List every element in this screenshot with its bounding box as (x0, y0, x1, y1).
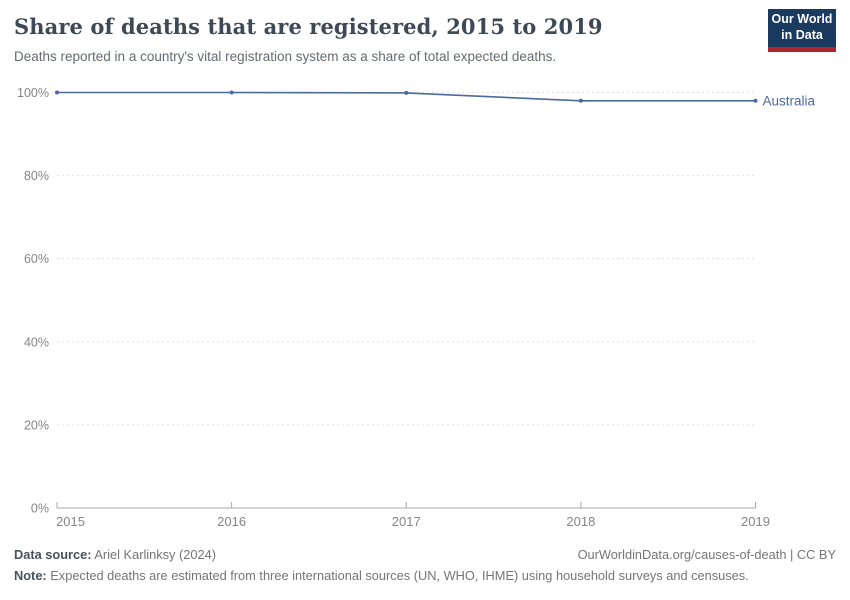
y-axis-tick-label: 100% (17, 86, 49, 100)
y-axis-tick-label: 0% (31, 502, 49, 516)
y-axis-tick-label: 80% (24, 169, 49, 183)
data-point-2019[interactable] (753, 98, 758, 103)
data-source: Data source: Ariel Karlinksy (2024) (14, 546, 216, 565)
data-point-2018[interactable] (578, 98, 583, 103)
chart-footer: Data source: Ariel Karlinksy (2024) OurW… (14, 546, 836, 585)
x-axis-tick-label: 2019 (741, 514, 770, 529)
owid-logo[interactable]: Our World in Data (768, 9, 836, 52)
y-axis-tick-label: 40% (24, 335, 49, 349)
owid-logo-line2: in Data (781, 28, 823, 42)
page-title: Share of deaths that are registered, 201… (14, 14, 603, 39)
series-label[interactable]: Australia (763, 93, 816, 108)
chart-note: Note: Expected deaths are estimated from… (14, 567, 836, 586)
chart-canvas: 0% 20% 40% 60% 80% 100% 2015 2016 2017 2018 2019 Au… (17, 86, 816, 529)
x-axis-tick-label: 2018 (566, 514, 595, 529)
x-axis-tick-label: 2017 (392, 514, 421, 529)
origin-link[interactable]: OurWorldinData.org/causes-of-death | CC … (577, 547, 836, 562)
y-axis-tick-label: 20% (24, 418, 49, 432)
chart-subtitle: Deaths reported in a country's vital reg… (14, 49, 557, 65)
x-axis-tick-label: 2016 (217, 514, 246, 529)
data-point-2016[interactable] (229, 90, 234, 95)
data-point-2017[interactable] (404, 90, 409, 95)
data-point-2015[interactable] (55, 90, 59, 95)
y-axis-tick-label: 60% (24, 252, 49, 266)
chart-header: Share of deaths that are registered, 201… (14, 14, 754, 66)
note-value: Expected deaths are estimated from three… (50, 567, 749, 583)
owid-logo-line1: Our World (771, 12, 833, 27)
line-chart: 0% 20% 40% 60% 80% 100% 2015 2016 2017 2018 2019 Au… (0, 80, 850, 540)
note-label: Note: (14, 567, 47, 583)
data-source-value: Ariel Karlinksy (2024) (94, 547, 217, 562)
x-axis-tick-label: 2015 (56, 514, 85, 529)
owid-logo-text: Our World in Data (772, 12, 833, 43)
data-source-label: Data source: (14, 547, 92, 562)
